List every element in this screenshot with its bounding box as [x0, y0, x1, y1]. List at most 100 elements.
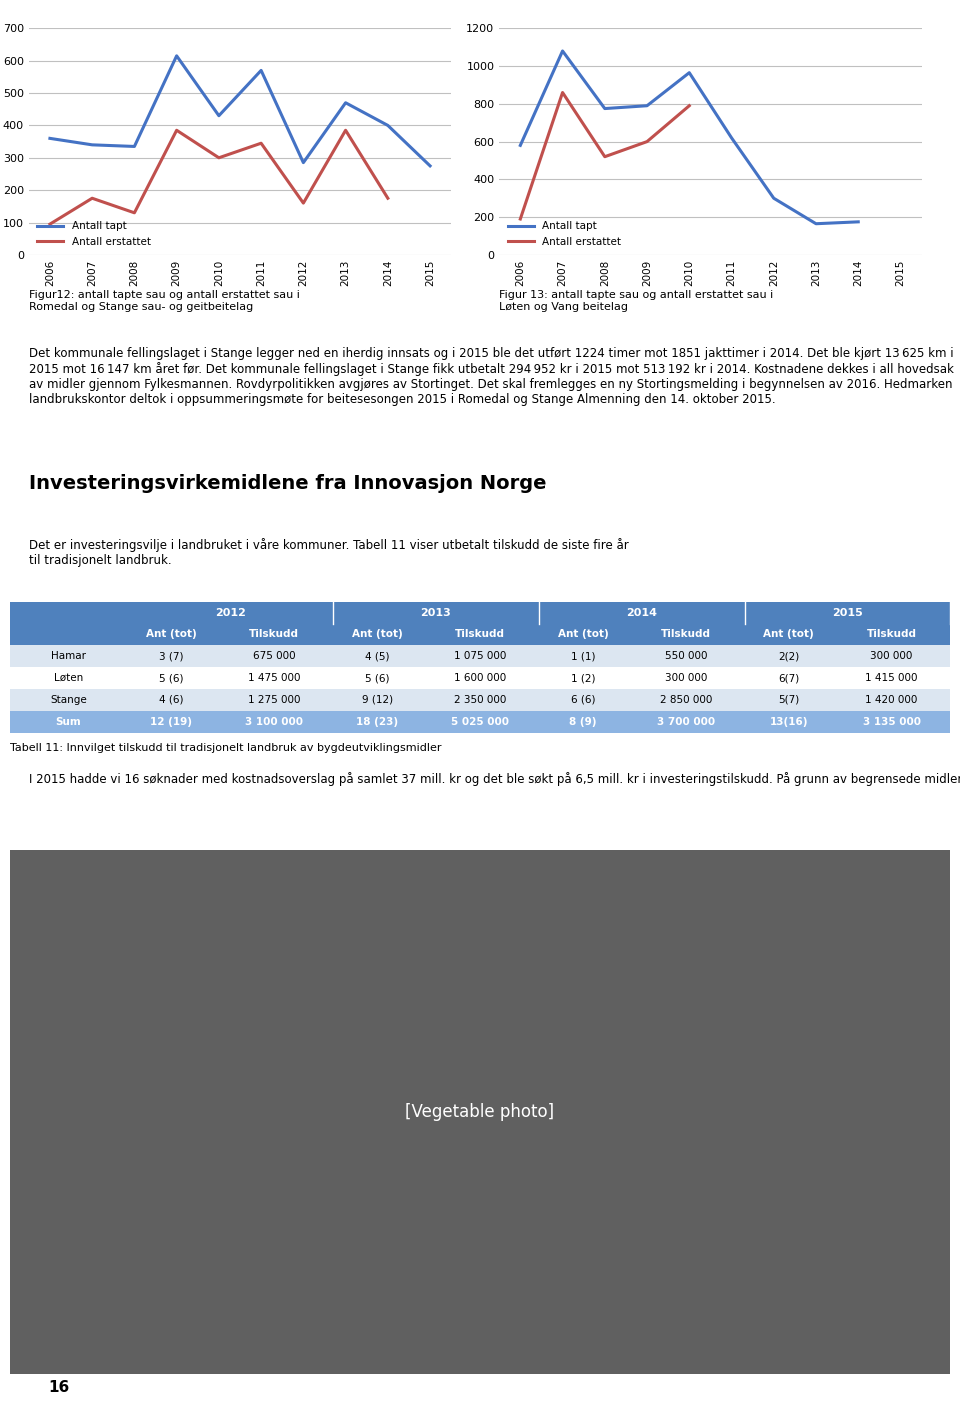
Bar [10, 690, 127, 711]
Bar [215, 623, 333, 646]
Bar [421, 667, 539, 690]
Text: Løten: Løten [54, 673, 83, 683]
Text: Investeringsvirkemidlene fra Innovasjon Norge: Investeringsvirkemidlene fra Innovasjon … [29, 474, 546, 493]
Text: 3 100 000: 3 100 000 [245, 716, 303, 726]
Text: [Vegetable photo]: [Vegetable photo] [405, 1103, 555, 1120]
Text: Sum: Sum [56, 716, 82, 726]
Text: Figur12: antall tapte sau og antall erstattet sau i
Romedal og Stange sau- og ge: Figur12: antall tapte sau og antall erst… [29, 290, 300, 312]
Bar [627, 646, 745, 667]
Text: 6(7): 6(7) [778, 673, 800, 683]
Text: Det kommunale fellingslaget i Stange legger ned en iherdig innsats og i 2015 ble: Det kommunale fellingslaget i Stange leg… [29, 347, 953, 406]
Bar [832, 667, 950, 690]
Bar [627, 690, 745, 711]
Text: I 2015 hadde vi 16 søknader med kostnadsoverslag på samlet 37 mill. kr og det bl: I 2015 hadde vi 16 søknader med kostnads… [29, 772, 960, 786]
Bar [421, 690, 539, 711]
Bar [10, 711, 127, 732]
Bar [745, 602, 950, 623]
Text: 1 600 000: 1 600 000 [454, 673, 506, 683]
Text: Tilskudd: Tilskudd [455, 630, 505, 640]
Text: 2 350 000: 2 350 000 [454, 695, 506, 705]
Bar [745, 667, 832, 690]
Text: 5 025 000: 5 025 000 [451, 716, 509, 726]
Text: Det er investeringsvilje i landbruket i våre kommuner. Tabell 11 viser utbetalt : Det er investeringsvilje i landbruket i … [29, 538, 629, 566]
Bar [421, 646, 539, 667]
Bar [10, 667, 127, 690]
Bar [832, 623, 950, 646]
Bar [539, 623, 627, 646]
Text: 5(7): 5(7) [778, 695, 800, 705]
Text: 2013: 2013 [420, 607, 451, 617]
Text: 1 475 000: 1 475 000 [248, 673, 300, 683]
Bar [539, 711, 627, 732]
Bar [10, 602, 127, 623]
Bar [10, 646, 127, 667]
Text: 16: 16 [48, 1379, 69, 1395]
Bar [215, 690, 333, 711]
Text: 1 (1): 1 (1) [570, 651, 595, 661]
Text: Ant (tot): Ant (tot) [763, 630, 814, 640]
Bar [832, 690, 950, 711]
Bar [127, 602, 333, 623]
Text: 18 (23): 18 (23) [356, 716, 398, 726]
Text: Stange: Stange [50, 695, 86, 705]
Legend: Antall tapt, Antall erstattet: Antall tapt, Antall erstattet [504, 218, 624, 249]
Bar [539, 602, 745, 623]
Text: 1 (2): 1 (2) [570, 673, 595, 683]
Text: 6 (6): 6 (6) [570, 695, 595, 705]
Text: 300 000: 300 000 [871, 651, 913, 661]
Text: Tabell 11: Innvilget tilskudd til tradisjonelt landbruk av bygdeutviklingsmidler: Tabell 11: Innvilget tilskudd til tradis… [10, 742, 441, 753]
Text: 1 075 000: 1 075 000 [454, 651, 506, 661]
Bar [127, 690, 215, 711]
Bar [127, 646, 215, 667]
Bar [127, 623, 215, 646]
Text: Figur 13: antall tapte sau og antall erstattet sau i
Løten og Vang beitelag: Figur 13: antall tapte sau og antall ers… [499, 290, 774, 312]
Text: Ant (tot): Ant (tot) [351, 630, 402, 640]
Text: 2012: 2012 [215, 607, 246, 617]
Text: 4 (6): 4 (6) [159, 695, 183, 705]
Bar [627, 667, 745, 690]
Text: 5 (6): 5 (6) [159, 673, 183, 683]
Bar [745, 623, 832, 646]
Bar [745, 690, 832, 711]
Text: 5 (6): 5 (6) [365, 673, 390, 683]
Bar [832, 646, 950, 667]
Bar [539, 667, 627, 690]
Text: 12 (19): 12 (19) [151, 716, 192, 726]
Bar [215, 646, 333, 667]
Text: Ant (tot): Ant (tot) [558, 630, 609, 640]
Bar [539, 690, 627, 711]
Text: 3 (7): 3 (7) [159, 651, 183, 661]
Bar [333, 646, 421, 667]
Bar [745, 646, 832, 667]
Bar [627, 623, 745, 646]
Bar [421, 711, 539, 732]
Text: 2015: 2015 [832, 607, 863, 617]
Bar [127, 711, 215, 732]
Text: 4 (5): 4 (5) [365, 651, 390, 661]
Bar [333, 711, 421, 732]
Text: 9 (12): 9 (12) [362, 695, 393, 705]
Text: 3 700 000: 3 700 000 [657, 716, 715, 726]
Text: 2014: 2014 [626, 607, 658, 617]
Bar [333, 623, 421, 646]
Text: 2(2): 2(2) [778, 651, 800, 661]
Text: Ant (tot): Ant (tot) [146, 630, 197, 640]
Bar [627, 711, 745, 732]
Text: 675 000: 675 000 [252, 651, 296, 661]
Bar [421, 623, 539, 646]
Bar [539, 646, 627, 667]
Text: Hamar: Hamar [51, 651, 85, 661]
Text: Tilskudd: Tilskudd [660, 630, 710, 640]
Bar [832, 711, 950, 732]
Text: 550 000: 550 000 [664, 651, 708, 661]
Bar [215, 667, 333, 690]
Bar [127, 667, 215, 690]
Text: 3 135 000: 3 135 000 [863, 716, 921, 726]
Bar [333, 690, 421, 711]
Text: Tilskudd: Tilskudd [250, 630, 300, 640]
Text: 2 850 000: 2 850 000 [660, 695, 712, 705]
Bar [10, 623, 127, 646]
Bar [215, 711, 333, 732]
Text: 1 275 000: 1 275 000 [248, 695, 300, 705]
Text: 1 415 000: 1 415 000 [865, 673, 918, 683]
